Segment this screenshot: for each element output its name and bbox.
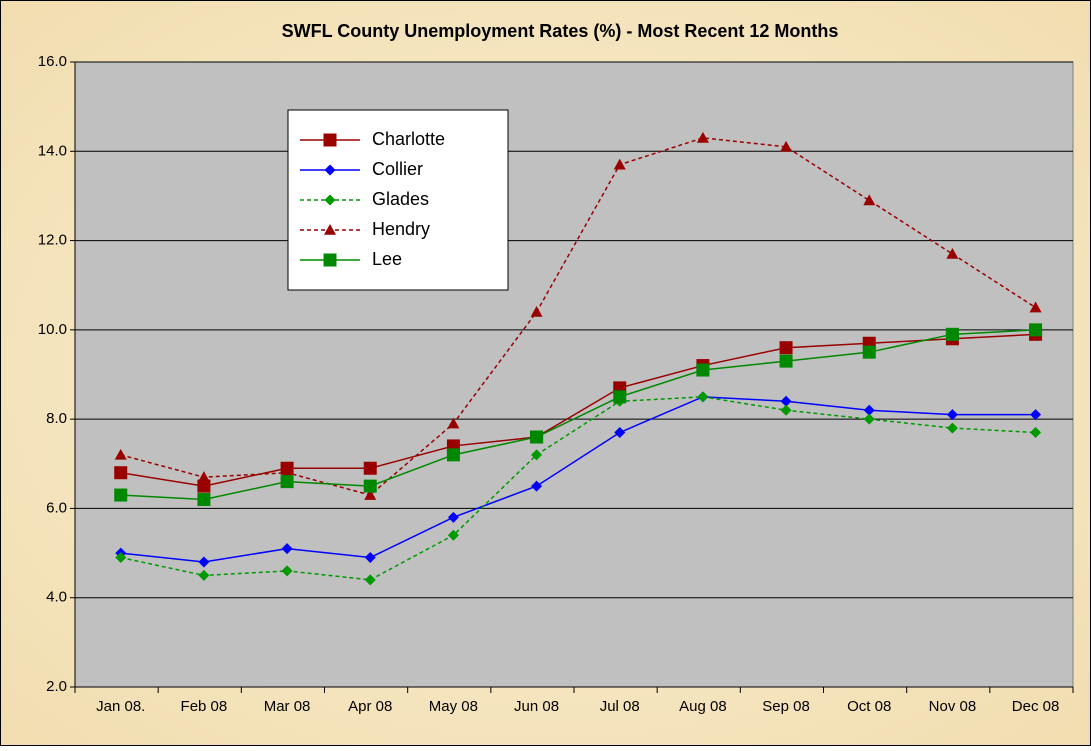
marker xyxy=(946,409,958,421)
marker xyxy=(779,341,793,355)
marker xyxy=(613,390,627,404)
marker xyxy=(363,479,377,493)
x-tick-label: May 08 xyxy=(429,698,478,715)
marker xyxy=(114,488,128,502)
y-tick-label: 14.0 xyxy=(38,142,67,159)
marker xyxy=(697,391,709,403)
marker xyxy=(613,158,626,170)
plot-area xyxy=(74,61,1074,688)
marker xyxy=(324,164,336,176)
legend-label: Charlotte xyxy=(372,129,445,149)
marker xyxy=(530,430,544,444)
marker xyxy=(862,345,876,359)
chart-title: SWFL County Unemployment Rates (%) - Mos… xyxy=(282,21,839,41)
series-line xyxy=(120,396,1036,581)
x-tick-label: Dec 08 xyxy=(1012,698,1060,715)
marker xyxy=(1030,409,1042,421)
marker xyxy=(197,493,211,506)
marker xyxy=(363,461,377,475)
marker xyxy=(780,404,792,416)
x-tick-label: Jun 08 xyxy=(514,698,559,715)
marker xyxy=(863,194,876,206)
marker xyxy=(531,480,543,492)
marker xyxy=(447,529,459,541)
marker xyxy=(945,327,959,341)
marker xyxy=(324,224,336,235)
marker xyxy=(364,489,377,500)
x-tick-label: Mar 08 xyxy=(264,698,311,715)
y-tick-label: 10.0 xyxy=(38,321,67,338)
marker xyxy=(114,466,128,480)
marker xyxy=(614,427,626,439)
marker xyxy=(115,552,127,564)
marker xyxy=(696,363,710,377)
series-line xyxy=(120,333,1036,487)
marker xyxy=(323,133,337,147)
x-tick-label: Nov 08 xyxy=(929,698,977,715)
y-tick-label: 16.0 xyxy=(38,53,67,70)
series-line xyxy=(120,137,1036,496)
marker xyxy=(323,253,337,267)
marker xyxy=(447,417,460,429)
marker xyxy=(114,448,127,460)
marker xyxy=(197,471,210,482)
marker xyxy=(1030,427,1042,439)
legend-label: Hendry xyxy=(372,219,430,239)
series-line xyxy=(120,396,1036,563)
marker xyxy=(280,475,294,489)
marker xyxy=(281,543,293,555)
marker xyxy=(946,247,959,259)
y-tick-label: 8.0 xyxy=(46,410,67,427)
marker xyxy=(281,466,294,478)
marker xyxy=(780,140,793,152)
marker xyxy=(530,306,543,317)
marker xyxy=(364,574,376,586)
series-line xyxy=(120,329,1036,501)
legend-label: Glades xyxy=(372,189,429,209)
marker xyxy=(198,556,210,568)
marker xyxy=(863,404,875,416)
x-tick-label: Oct 08 xyxy=(847,698,891,715)
marker xyxy=(446,448,460,462)
x-tick-label: Feb 08 xyxy=(181,698,228,715)
x-tick-label: Jan 08. xyxy=(96,698,145,715)
marker xyxy=(1029,301,1042,313)
x-tick-label: Sep 08 xyxy=(762,698,810,715)
marker xyxy=(779,354,793,368)
x-tick-label: Apr 08 xyxy=(348,698,392,715)
marker xyxy=(696,131,709,143)
legend-label: Lee xyxy=(372,249,402,269)
y-tick-label: 12.0 xyxy=(38,232,67,249)
legend-label: Collier xyxy=(372,159,423,179)
x-tick-label: Jul 08 xyxy=(600,698,640,715)
x-tick-label: Aug 08 xyxy=(679,698,727,715)
marker xyxy=(197,479,211,493)
marker xyxy=(1029,323,1043,337)
y-tick-label: 4.0 xyxy=(46,589,67,606)
marker xyxy=(447,511,459,523)
y-tick-label: 2.0 xyxy=(46,678,67,695)
marker xyxy=(780,395,792,407)
marker xyxy=(324,194,336,206)
marker xyxy=(946,422,958,434)
y-tick-label: 6.0 xyxy=(46,499,67,516)
marker xyxy=(364,552,376,564)
marker xyxy=(863,413,875,425)
marker xyxy=(531,449,543,461)
marker xyxy=(198,569,210,581)
marker xyxy=(281,565,293,577)
